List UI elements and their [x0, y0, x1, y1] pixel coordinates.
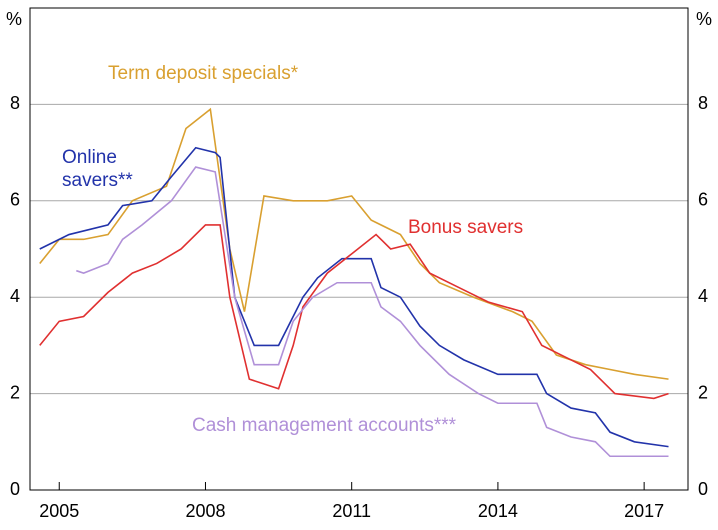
series-line: [39, 224, 669, 400]
series-label: Bonus savers: [408, 217, 524, 238]
series-label: Online savers**: [62, 147, 133, 191]
plot-frame: [29, 7, 689, 491]
x-tick-label: 2017: [624, 501, 664, 521]
series-label: Cash management accounts***: [192, 415, 457, 436]
y-axis-label: %: [6, 9, 22, 29]
x-tick-label: 2005: [39, 501, 79, 521]
y2-tick-label: 2: [698, 382, 708, 402]
x-tick-label: 2008: [185, 501, 225, 521]
series-line: [39, 107, 669, 380]
y2-tick-label: 6: [698, 190, 708, 210]
y2-axis-label: %: [696, 9, 712, 29]
y-tick-label: 0: [10, 479, 20, 499]
y-tick-label: 2: [10, 382, 20, 402]
series-line: [39, 146, 669, 448]
y2-tick-label: 0: [698, 479, 708, 499]
y2-tick-label: 8: [698, 93, 708, 113]
y-tick-label: 4: [10, 286, 20, 306]
series-label: Term deposit specials*: [108, 63, 299, 84]
x-tick-label: 2014: [478, 501, 518, 521]
series-line: [76, 166, 669, 458]
x-tick-label: 2011: [332, 501, 371, 521]
y2-tick-label: 4: [698, 286, 708, 306]
y-tick-label: 6: [10, 190, 20, 210]
y-tick-label: 8: [10, 93, 20, 113]
